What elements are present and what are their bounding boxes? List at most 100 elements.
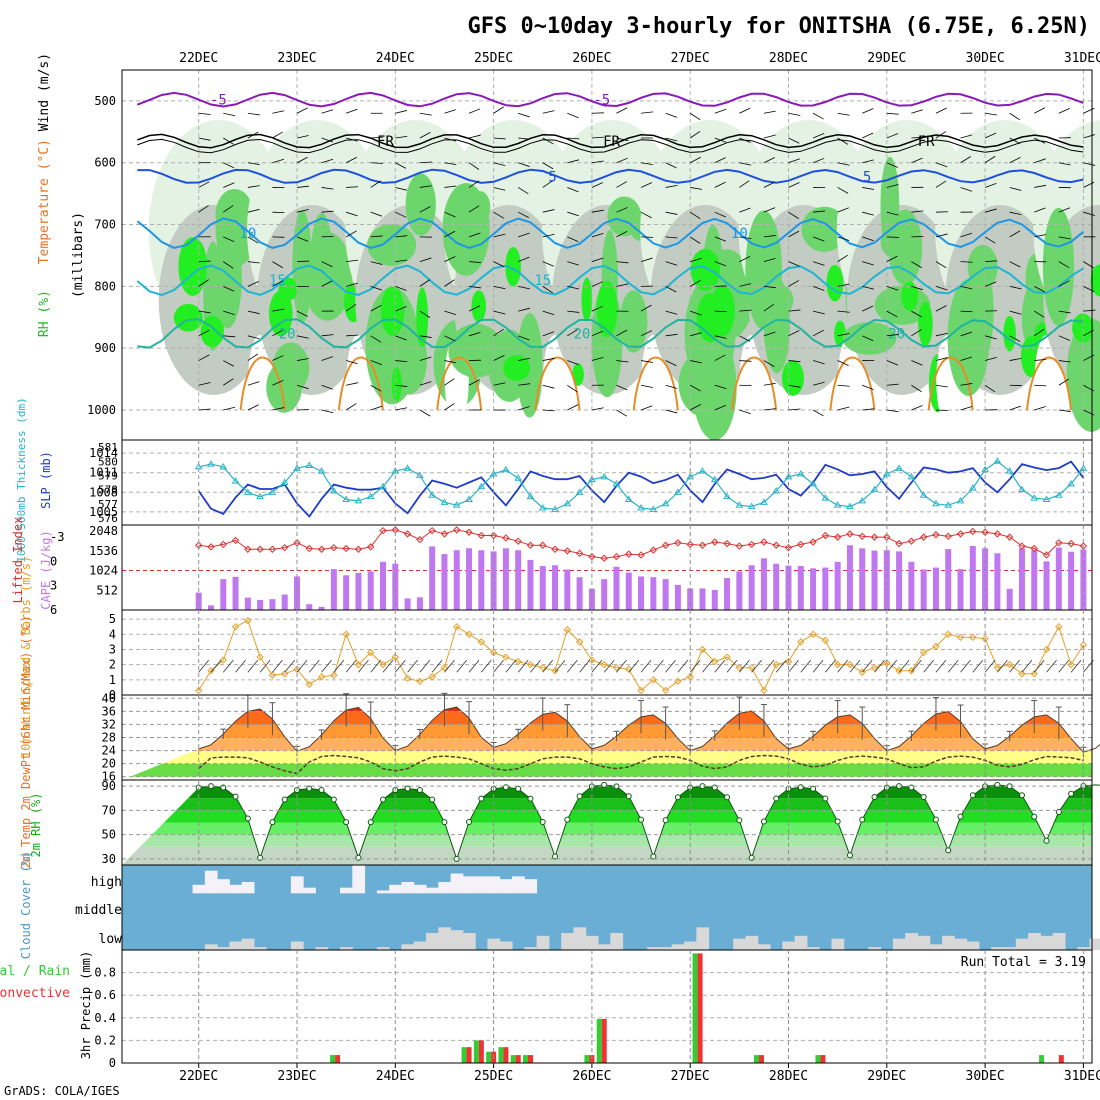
rh-point (552, 853, 559, 860)
cloud-bar (659, 947, 673, 950)
wind-barb (788, 158, 800, 164)
cape-bar (1031, 550, 1038, 610)
rh-point (330, 796, 337, 803)
wind-barb (763, 207, 776, 213)
wind-barb (665, 184, 678, 188)
wind-barb (984, 356, 997, 361)
wind-barb (788, 384, 801, 388)
wind-barb (518, 232, 530, 238)
cloud-bar (376, 890, 390, 894)
rh-tick: 90 (102, 779, 116, 793)
thickness-point (993, 457, 1002, 464)
cloud-bar (561, 933, 574, 950)
isotherm-label: 15 (534, 273, 551, 289)
date-tick-top: 31DEC (1064, 51, 1100, 66)
precip-total-bar (461, 1047, 467, 1063)
wind-barb (346, 282, 358, 287)
wind-barb (763, 408, 776, 411)
cape-bar (380, 561, 387, 610)
wind-barb (690, 404, 702, 411)
precip-conv-bar (335, 1055, 341, 1063)
cloud-bar (598, 944, 611, 950)
wind-barb (640, 162, 653, 166)
wind-barb (444, 185, 457, 188)
thickness-point (207, 460, 215, 467)
wind-barb (567, 360, 579, 365)
cloud-bar (831, 938, 845, 950)
wind-barb (911, 360, 923, 366)
wind-point (428, 673, 436, 681)
cloud-bar (229, 941, 243, 950)
li-point (661, 541, 670, 549)
wind-barb (665, 360, 677, 367)
cape-bar (330, 569, 337, 610)
rh-region-green (367, 224, 417, 266)
rh-point (281, 796, 288, 803)
wind-barb (886, 383, 899, 386)
wind-tick: 2 (109, 658, 116, 672)
wind-barb (591, 407, 604, 411)
rh-region-bright (1003, 315, 1016, 352)
wind-point (846, 660, 854, 669)
wind-barb (456, 659, 468, 673)
wind-barb (665, 261, 678, 266)
cloud-bar (499, 941, 513, 950)
li-point (858, 532, 866, 541)
wind-barb (763, 304, 775, 312)
wind-barb (665, 286, 677, 293)
thickness-point (710, 475, 719, 483)
cape-bar (650, 577, 657, 610)
wind-point (539, 663, 547, 672)
precip-tick: 0.2 (94, 1033, 116, 1047)
wind-barb (345, 303, 357, 312)
rh-point (1068, 790, 1075, 797)
wind-barb (518, 307, 530, 312)
wind-barb (640, 257, 653, 263)
wind-barb (395, 110, 408, 114)
wind-barb (567, 137, 580, 140)
wind-barb (714, 335, 727, 339)
wind-barb (984, 132, 997, 139)
li-point (625, 550, 633, 558)
rh-region-green (692, 335, 737, 441)
cape-bar (908, 561, 915, 610)
li-point (440, 530, 449, 538)
wind-point (932, 642, 940, 651)
rh-point (662, 817, 669, 824)
wind-tick: 1 (109, 673, 116, 687)
date-tick-bottom: 31DEC (1064, 1069, 1100, 1084)
wind-point (1030, 670, 1038, 678)
cape-bar (1018, 548, 1025, 610)
wind-point (575, 638, 584, 646)
wind-barb (247, 281, 259, 287)
wind-barb (837, 254, 848, 262)
wind-barb (296, 335, 309, 339)
rh-region-green (607, 196, 642, 237)
wind-barb (1046, 659, 1057, 673)
temp-band (122, 711, 1092, 725)
rh-point (932, 816, 939, 823)
cape-bar (453, 550, 460, 610)
wind-barb (812, 261, 825, 266)
wind-point (1067, 660, 1075, 669)
wind-barb (714, 310, 727, 313)
wind-barb (198, 260, 211, 263)
thickness-point (354, 496, 363, 504)
wind-barb (370, 659, 382, 673)
rh-point (674, 794, 681, 801)
thickness-point (280, 478, 289, 485)
wind-barb (1058, 280, 1070, 287)
wind-barb (517, 187, 529, 195)
wind-barb (591, 356, 604, 361)
date-tick-bottom: 27DEC (671, 1069, 710, 1084)
wind-barb (1034, 358, 1047, 361)
cape-bar (232, 576, 239, 610)
wind-barb (518, 406, 530, 411)
cloud-bar (303, 887, 316, 894)
wind-barb (812, 132, 825, 139)
thickness-point (833, 501, 842, 508)
li-point (1018, 542, 1026, 550)
precip-tick: 0 (109, 1056, 116, 1070)
wind-point (956, 633, 965, 642)
cape-bar (625, 572, 632, 610)
